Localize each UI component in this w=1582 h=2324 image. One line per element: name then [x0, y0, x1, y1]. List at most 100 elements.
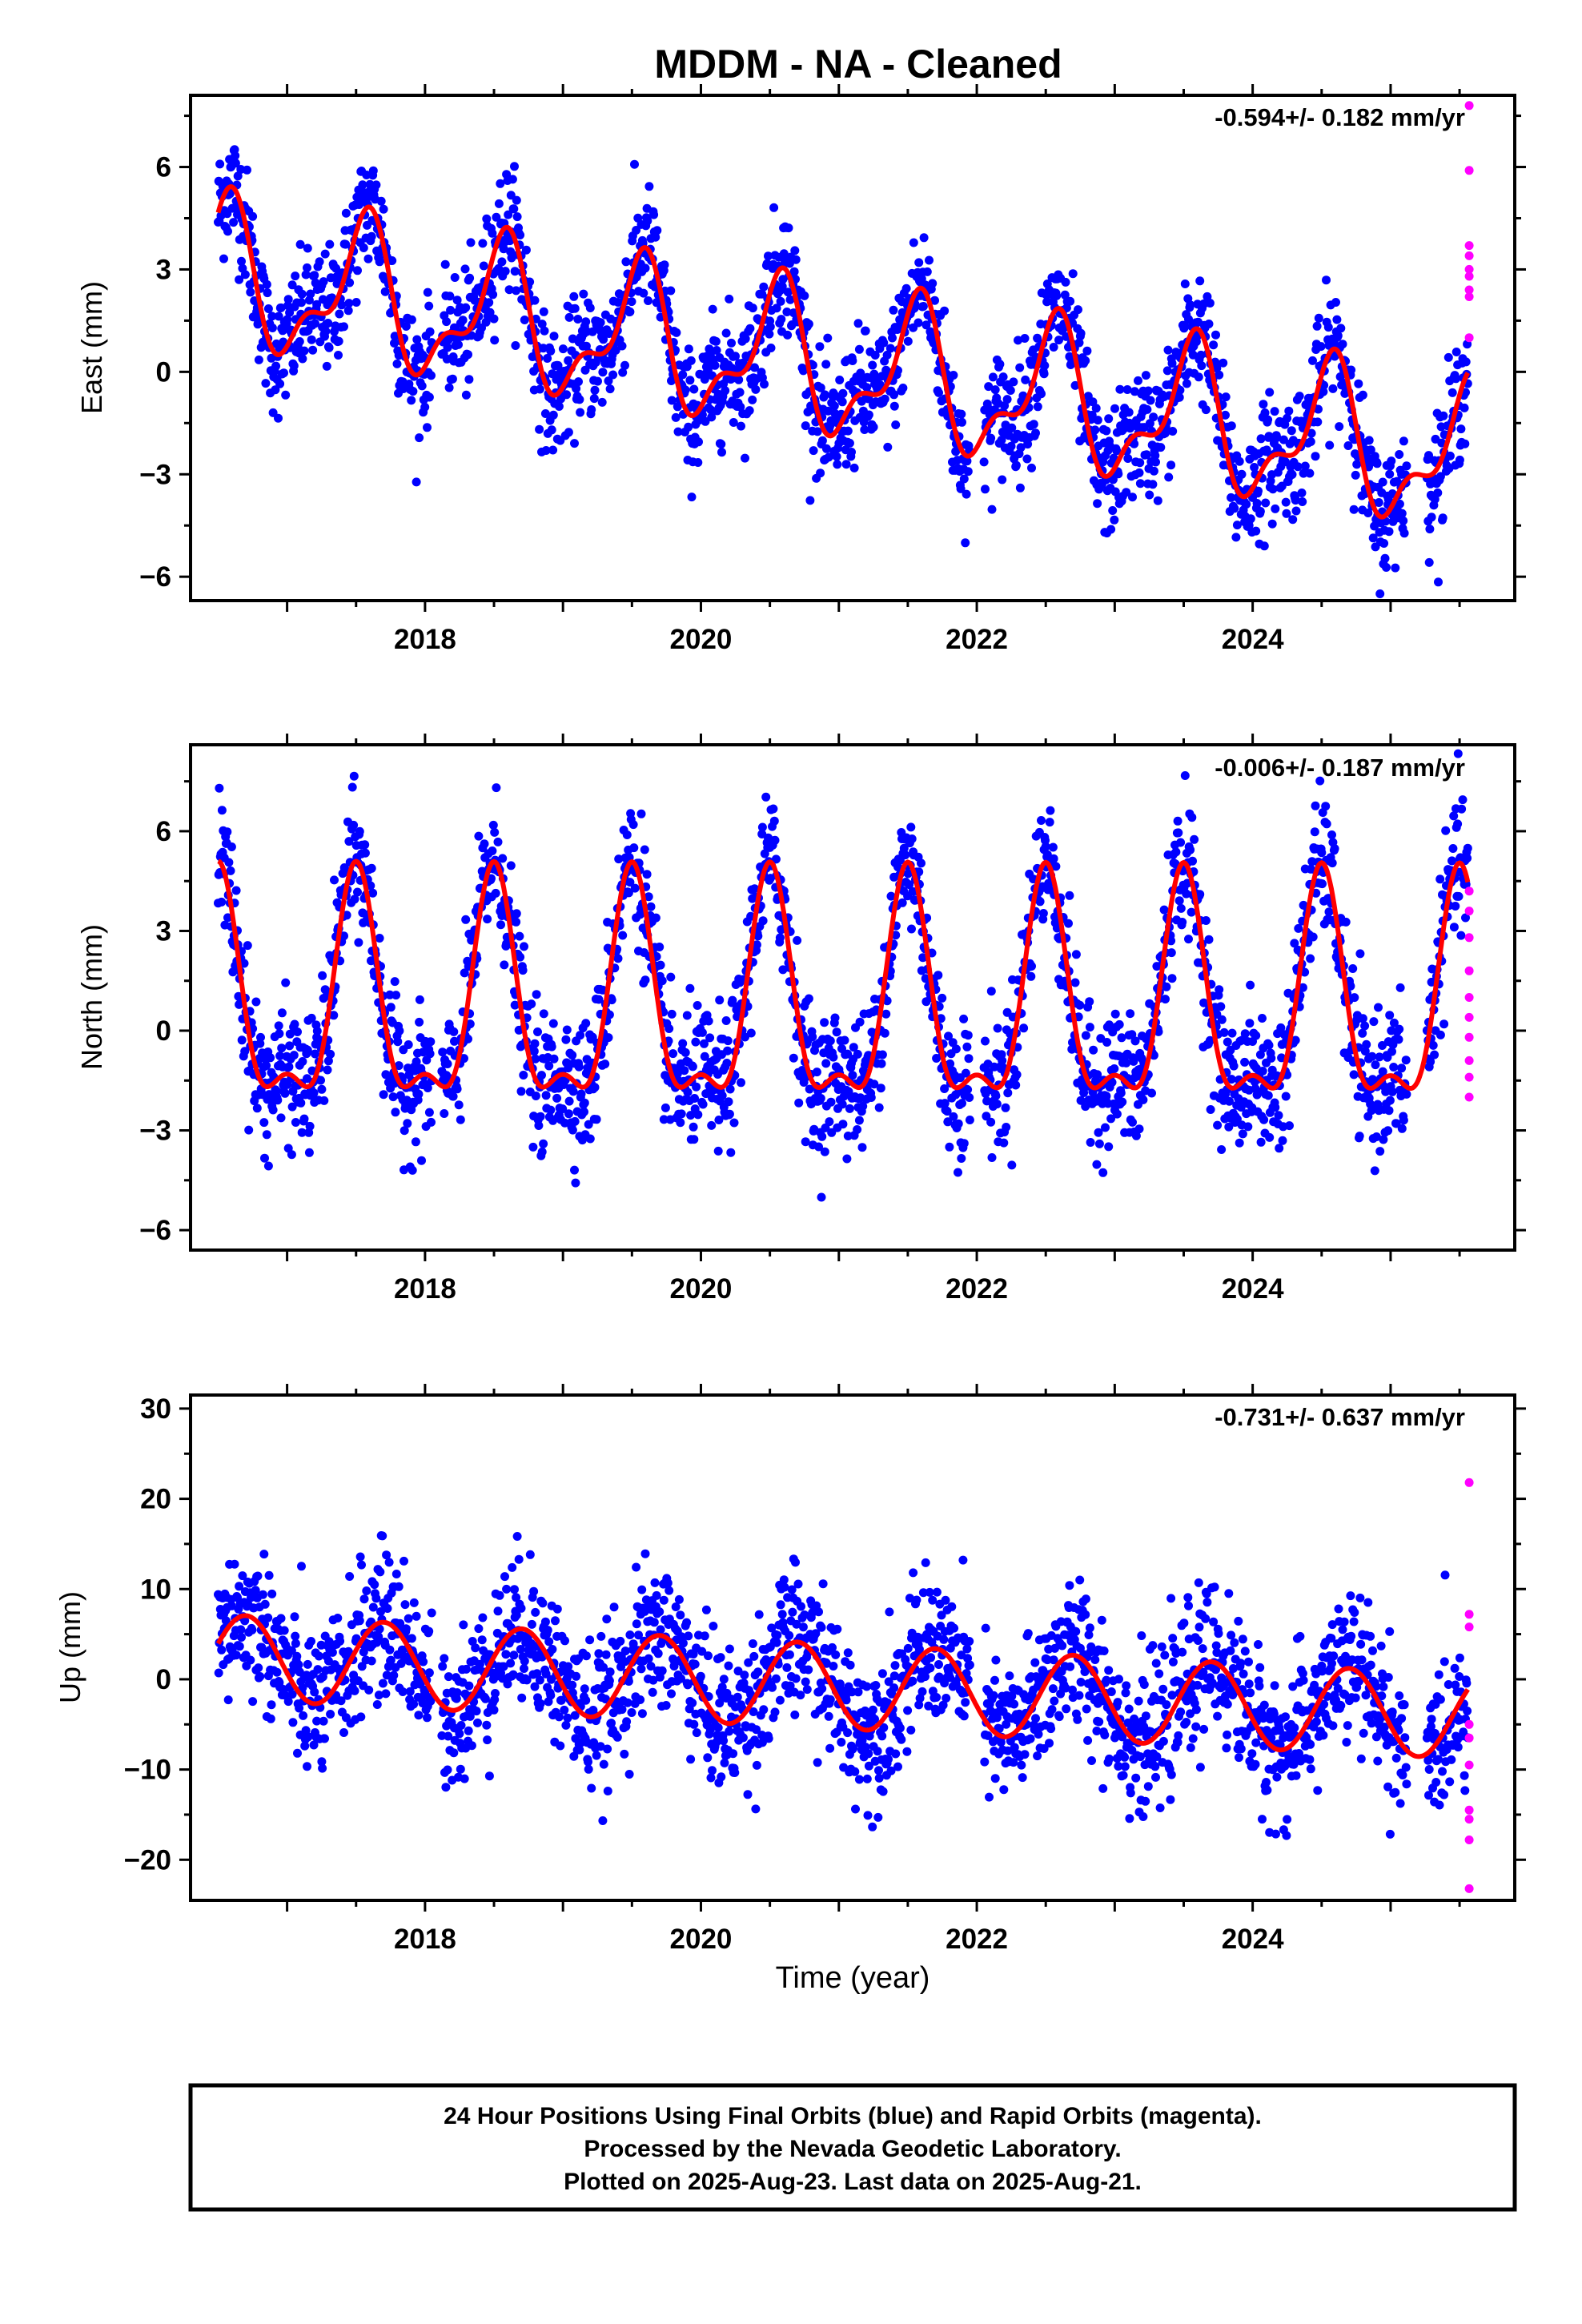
north-final-orbit-point [531, 1092, 540, 1100]
up-final-orbit-point [371, 1594, 381, 1603]
up-final-orbit-point [313, 1665, 323, 1675]
east-final-orbit-point [362, 171, 371, 179]
east-final-orbit-point [869, 422, 878, 432]
east-final-orbit-point [1040, 361, 1050, 370]
east-final-orbit-point [562, 390, 572, 400]
east-final-orbit-point [548, 445, 558, 455]
north-final-orbit-point [1394, 1035, 1403, 1044]
north-final-orbit-point [1456, 931, 1466, 940]
east-final-orbit-point [769, 203, 779, 212]
north-final-orbit-point [570, 1165, 579, 1175]
north-final-orbit-point [281, 978, 291, 987]
north-final-orbit-point [512, 917, 521, 927]
east-final-orbit-point [725, 294, 734, 304]
east-final-orbit-point [407, 396, 416, 405]
east-final-orbit-point [824, 406, 833, 416]
east-final-orbit-point [611, 345, 620, 355]
east-final-orbit-point [442, 317, 452, 327]
north-final-orbit-point [552, 1093, 562, 1103]
east-final-orbit-point [530, 296, 540, 305]
north-final-orbit-point [480, 839, 489, 849]
north-final-orbit-point [1129, 1056, 1138, 1066]
east-final-orbit-point [660, 260, 669, 270]
north-final-orbit-point [613, 954, 623, 963]
east-final-orbit-point [553, 360, 563, 370]
north-final-orbit-point [1085, 997, 1094, 1007]
east-final-orbit-point [299, 346, 309, 356]
north-final-orbit-point [830, 1013, 840, 1023]
north-final-orbit-point [298, 1057, 307, 1066]
east-final-orbit-point [1251, 526, 1261, 536]
east-final-orbit-point [853, 319, 863, 328]
north-final-orbit-point [825, 1117, 834, 1127]
north-final-orbit-point [1258, 1067, 1267, 1076]
north-final-orbit-point [965, 1093, 974, 1102]
north-final-orbit-point [312, 1027, 322, 1035]
north-final-orbit-point [1048, 842, 1058, 852]
north-final-orbit-point [991, 1091, 1001, 1100]
north-final-orbit-point [826, 1097, 836, 1107]
up-final-orbit-point [414, 1711, 424, 1720]
east-y-axis-label: East (mm) [75, 281, 108, 414]
up-final-orbit-point [493, 1606, 503, 1616]
north-final-orbit-point [1147, 1088, 1156, 1098]
north-final-orbit-point [1102, 1092, 1111, 1101]
north-final-orbit-point [1085, 1023, 1094, 1032]
east-final-orbit-point [734, 375, 744, 384]
north-final-orbit-point [548, 1019, 558, 1028]
east-final-orbit-point [324, 343, 334, 352]
east-final-orbit-point [833, 460, 842, 469]
east-final-orbit-point [889, 305, 898, 315]
east-final-orbit-point [231, 151, 240, 160]
east-final-orbit-point [1311, 452, 1320, 461]
east-final-orbit-point [1380, 553, 1390, 563]
east-final-orbit-point [986, 433, 996, 443]
up-x-tick-label: 2020 [670, 1924, 733, 1955]
north-final-orbit-point [821, 1059, 831, 1068]
north-final-orbit-point [769, 816, 779, 826]
north-final-orbit-point [697, 1027, 707, 1037]
north-final-orbit-point [534, 1121, 544, 1130]
north-final-orbit-point [275, 1029, 284, 1039]
east-final-orbit-point [748, 304, 757, 313]
east-final-orbit-point [267, 312, 277, 321]
north-final-orbit-point [414, 1089, 424, 1099]
north-final-orbit-point [959, 1139, 969, 1148]
north-final-orbit-point [820, 1018, 829, 1027]
east-final-orbit-point [1039, 369, 1049, 379]
north-final-orbit-point [1007, 1160, 1017, 1170]
up-final-orbit-point [495, 1590, 504, 1600]
east-final-orbit-point [323, 319, 333, 328]
north-final-orbit-point [568, 1051, 577, 1060]
north-final-orbit-point [518, 966, 528, 975]
north-final-orbit-point [838, 1120, 848, 1129]
east-final-orbit-point [1312, 321, 1322, 331]
north-final-orbit-point [987, 1153, 997, 1162]
north-final-orbit-point [656, 960, 665, 970]
north-final-orbit-point [390, 977, 400, 987]
east-final-orbit-point [295, 337, 304, 346]
east-final-orbit-point [791, 255, 801, 264]
east-final-orbit-point [885, 344, 895, 353]
east-final-orbit-point [1219, 358, 1228, 368]
east-final-orbit-point [379, 204, 388, 214]
east-final-orbit-point [543, 354, 552, 363]
east-final-orbit-point [387, 256, 397, 265]
north-final-orbit-point [1102, 1038, 1112, 1047]
east-final-orbit-point [1452, 348, 1461, 356]
north-final-orbit-point [561, 1035, 571, 1044]
east-final-orbit-point [1391, 563, 1400, 573]
up-final-orbit-point [489, 1705, 499, 1715]
east-final-orbit-point [639, 288, 648, 298]
east-final-orbit-point [235, 275, 244, 284]
up-final-orbit-point [455, 1729, 464, 1739]
north-final-orbit-point [680, 1066, 689, 1076]
up-final-orbit-point [491, 1689, 500, 1698]
east-final-orbit-point [1006, 386, 1015, 395]
east-final-orbit-point [1156, 443, 1166, 452]
north-final-orbit-point [1285, 1121, 1294, 1131]
east-final-orbit-point [854, 344, 864, 354]
east-final-orbit-point [1093, 416, 1102, 425]
north-final-orbit-point [907, 924, 916, 934]
up-final-orbit-point [456, 1721, 466, 1730]
